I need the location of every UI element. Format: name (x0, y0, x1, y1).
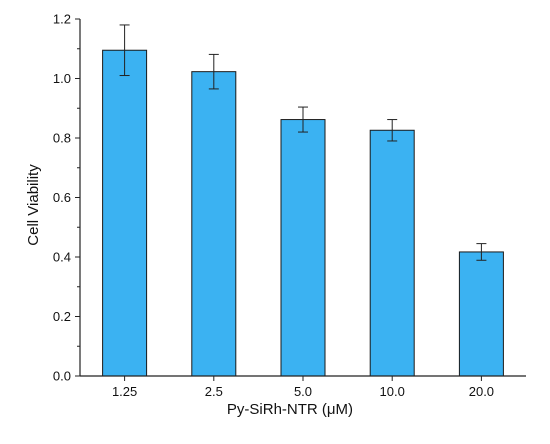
ticks-group: 1.25 2.5 5.0 10.0 20.0 0.0 0.2 0.4 0.6 0.8 1.0 1.2 (53, 12, 494, 400)
x-tick-label: 5.0 (294, 384, 312, 399)
y-tick-label: 0.0 (53, 369, 71, 384)
bar (191, 71, 237, 377)
bar (458, 251, 504, 377)
error-bars-group (119, 24, 487, 261)
bar (369, 129, 415, 377)
bars-group (102, 49, 504, 377)
x-tick-label: 1.25 (112, 384, 137, 399)
y-tick-label: 0.6 (53, 190, 71, 205)
x-tick-label: 10.0 (380, 384, 405, 399)
y-tick-label: 0.8 (53, 131, 71, 146)
y-tick-label: 1.0 (53, 71, 71, 86)
y-tick-label: 1.2 (53, 12, 71, 27)
x-tick-label: 2.5 (205, 384, 223, 399)
y-axis-title: Cell Viability (25, 164, 42, 246)
bar (102, 49, 148, 377)
bar (280, 119, 326, 377)
x-axis-title: Py-SiRh-NTR (μM) (227, 401, 353, 418)
y-tick-label: 0.4 (53, 250, 71, 265)
y-tick-label: 0.2 (53, 309, 71, 324)
x-tick-label: 20.0 (469, 384, 494, 399)
